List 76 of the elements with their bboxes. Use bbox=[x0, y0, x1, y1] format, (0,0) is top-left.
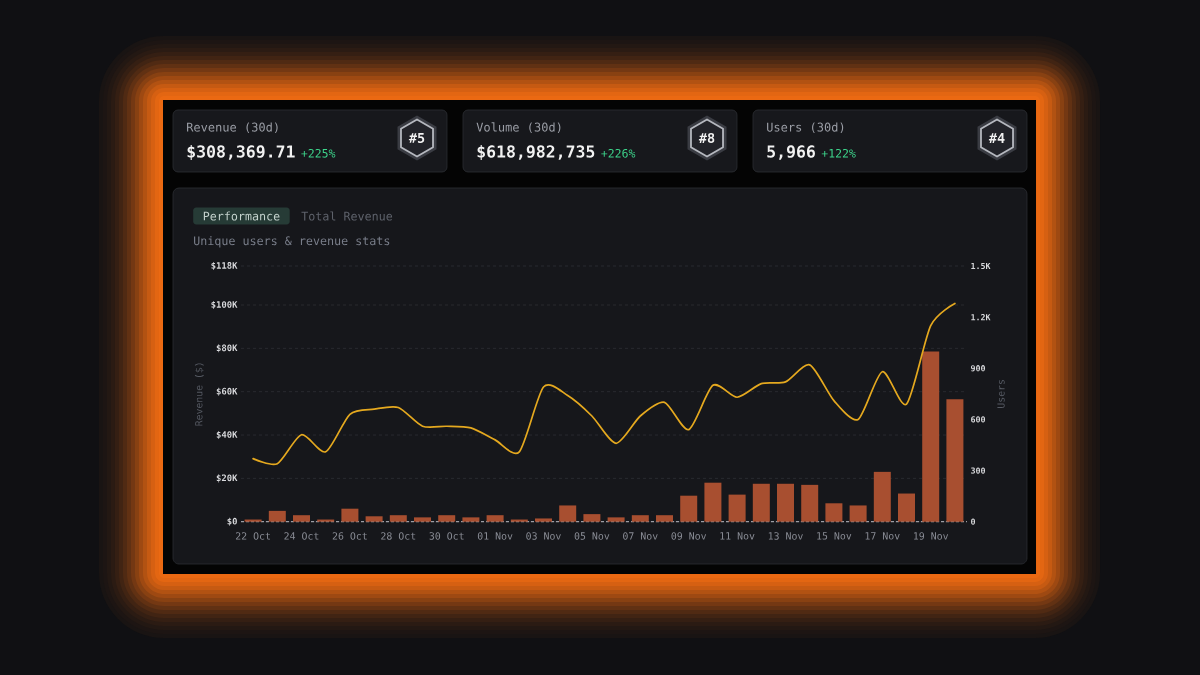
bar bbox=[535, 518, 553, 522]
bar bbox=[414, 517, 431, 522]
y-tick-label: $0 bbox=[227, 517, 237, 526]
text: $618,982,735 bbox=[477, 144, 595, 160]
bar bbox=[898, 493, 916, 522]
bar bbox=[438, 515, 456, 522]
bar bbox=[849, 505, 867, 522]
text: Revenue (30d) bbox=[187, 122, 278, 134]
text: $308,369.71 bbox=[187, 144, 295, 160]
y-axis-title: Revenue ($) bbox=[194, 363, 204, 426]
y-tick-label: $100K bbox=[211, 300, 238, 310]
bar bbox=[801, 484, 819, 522]
bar bbox=[244, 519, 262, 522]
x-tick-label: 26 Oct bbox=[332, 532, 367, 540]
bar bbox=[583, 514, 601, 522]
bar bbox=[607, 517, 625, 522]
y-tick-label: $80K bbox=[216, 344, 238, 353]
x-tick-label: 05 Nov bbox=[574, 532, 610, 540]
y2-tick-label: 300 bbox=[971, 467, 986, 474]
x-tick-label: 07 Nov bbox=[623, 532, 658, 540]
text: Volume (30d) bbox=[476, 122, 561, 134]
y2-tick-label: 1.2K bbox=[971, 314, 991, 321]
bar bbox=[317, 519, 335, 522]
bar bbox=[389, 515, 407, 522]
y2-tick-label: 600 bbox=[971, 416, 986, 423]
x-tick-label: 19 Nov bbox=[914, 532, 949, 540]
text: Users (30d) bbox=[767, 122, 844, 134]
x-tick-label: 30 Oct bbox=[429, 532, 464, 540]
text: +225% bbox=[301, 148, 336, 158]
y2-tick-label: 0 bbox=[971, 518, 976, 525]
bar bbox=[631, 515, 649, 522]
text: Total Revenue bbox=[301, 211, 393, 221]
x-tick-label: 15 Nov bbox=[817, 532, 852, 540]
y2-tick-label: 900 bbox=[971, 365, 986, 372]
text: #5 bbox=[408, 132, 425, 144]
bar bbox=[486, 515, 504, 522]
text: Performance bbox=[203, 211, 280, 221]
x-tick-label: 22 Oct bbox=[235, 532, 271, 540]
bar bbox=[559, 505, 577, 522]
bar bbox=[825, 503, 843, 522]
text: #4 bbox=[988, 133, 1005, 143]
x-tick-label: 24 Oct bbox=[284, 532, 319, 540]
x-tick-label: 01 Nov bbox=[477, 532, 513, 540]
bar bbox=[365, 516, 383, 522]
y-tick-label: $20K bbox=[216, 474, 238, 483]
bar bbox=[752, 483, 770, 522]
chart-title: Unique users & revenue stats bbox=[194, 236, 390, 248]
x-tick-label: 03 Nov bbox=[526, 532, 561, 540]
bar bbox=[510, 519, 528, 522]
x-tick-label: 13 Nov bbox=[768, 532, 803, 540]
text: 5,966 bbox=[767, 145, 815, 160]
line-series bbox=[252, 302, 956, 466]
bar bbox=[922, 351, 940, 522]
bar bbox=[873, 471, 891, 522]
x-tick-label: 17 Nov bbox=[865, 532, 900, 540]
bar bbox=[656, 515, 674, 522]
x-tick-label: 09 Nov bbox=[671, 532, 707, 540]
bar bbox=[462, 517, 480, 522]
y2-tick-label: 1.5K bbox=[971, 262, 991, 270]
bar bbox=[946, 399, 964, 522]
bar bbox=[704, 482, 722, 522]
text: +226% bbox=[601, 148, 636, 158]
text: #8 bbox=[698, 132, 715, 144]
y-tick-label: $118K bbox=[211, 261, 238, 271]
bar bbox=[268, 510, 286, 522]
y2-axis-title: Users bbox=[997, 380, 1005, 408]
bar bbox=[777, 483, 795, 522]
bar bbox=[728, 494, 746, 522]
x-tick-label: 11 Nov bbox=[720, 532, 755, 540]
x-tick-label: 28 Oct bbox=[381, 532, 416, 540]
bar bbox=[293, 515, 311, 522]
y-tick-label: $40K bbox=[216, 430, 238, 440]
y-tick-label: $60K bbox=[216, 387, 238, 396]
text: +122% bbox=[821, 148, 856, 158]
bar bbox=[680, 495, 698, 522]
bar bbox=[341, 508, 359, 522]
